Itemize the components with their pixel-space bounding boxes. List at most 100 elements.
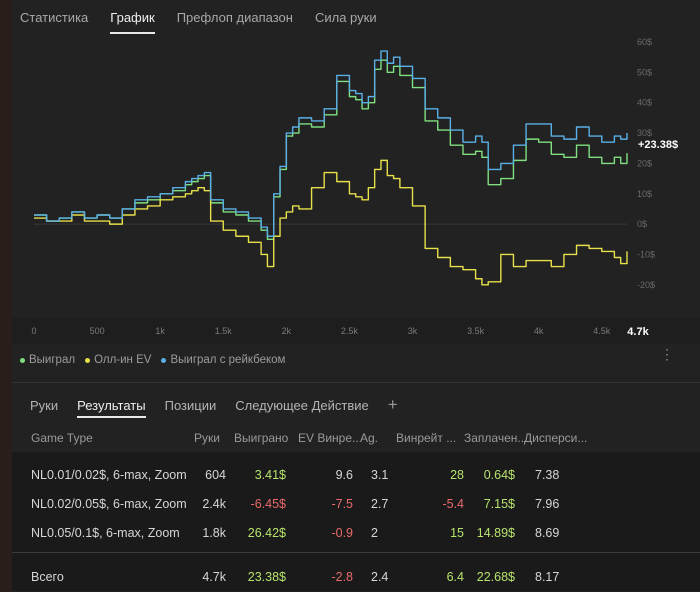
legend-label: Выиграл с рейкбеком <box>170 354 286 366</box>
x-tick-label: 4k <box>534 326 544 336</box>
chart-grid <box>12 223 700 344</box>
profit-graph[interactable]: 60$ 50$ 40$ 30$ 20$ 10$ 0$ -10$ -20$ 0 500 1k 1.5k 2… <box>12 38 700 344</box>
x-tick-label: 3k <box>408 326 418 336</box>
legend-label: Олл-ин EV <box>94 354 152 366</box>
column-header-variance[interactable]: Дисперси... <box>524 431 588 445</box>
section-divider <box>12 382 700 383</box>
y-tick-label: 30$ <box>637 128 652 138</box>
column-header-aggression[interactable]: Ag. <box>360 431 379 445</box>
column-header-rake-paid[interactable]: Заплачен... <box>464 431 528 445</box>
table-header: Game Type Руки Выиграно EV Винре... Ag. … <box>12 424 700 452</box>
cell-rake-paid: 7.15$ <box>483 496 515 511</box>
tab-hand-strength[interactable]: Сила руки <box>314 10 377 25</box>
cell-aggression: 2.7 <box>371 496 389 511</box>
legend-dot-icon <box>161 357 167 363</box>
x-axis: 0 500 1k 1.5k 2k 2.5k 3k 3.5k 4k 4.5k 4.7k <box>31 326 649 338</box>
cell-variance: 7.38 <box>535 467 560 482</box>
cell-total-label: Всего <box>31 569 64 584</box>
cell-game-type: NL0.01/0.02$, 6-max, Zoom <box>31 467 187 482</box>
cell-variance: 7.96 <box>535 496 560 511</box>
cell-winrate: 15 <box>450 525 464 540</box>
x-tick-label: 0 <box>31 326 36 336</box>
y-tick-label: -20$ <box>637 280 655 290</box>
cell-variance: 8.17 <box>535 569 560 584</box>
cell-variance: 8.69 <box>535 525 560 540</box>
cell-ev-winrate: -2.8 <box>331 569 353 584</box>
y-tick-label: -10$ <box>637 249 655 259</box>
column-header-game-type[interactable]: Game Type <box>31 431 93 445</box>
column-header-hands[interactable]: Руки <box>194 431 220 445</box>
table-total-row[interactable]: Всего 4.7k 23.38$ -2.8 2.4 6.4 22.68$ 8.… <box>12 562 700 591</box>
cell-ev-winrate: 9.6 <box>335 467 353 482</box>
series-line-won-rakeback <box>34 50 628 237</box>
y-tick-label: 50$ <box>637 67 652 77</box>
cell-rake-paid: 22.68$ <box>476 569 515 584</box>
x-axis-band <box>12 318 700 344</box>
legend-dot-icon <box>20 357 25 363</box>
y-tick-label: 0$ <box>637 219 647 229</box>
x-tick-label: 1k <box>155 326 165 336</box>
x-tick-label: 500 <box>90 326 105 336</box>
tab-next-action[interactable]: Следующее Действие <box>235 398 369 413</box>
tab-positions[interactable]: Позиции <box>164 398 217 413</box>
series-line-allin-ev <box>34 159 628 286</box>
table-row[interactable]: NL0.05/0.1$, 6-max, Zoom 1.8k 26.42$ -0.… <box>12 518 700 547</box>
cell-hands: 1.8k <box>202 525 226 540</box>
x-tick-label: 2.5k <box>341 326 359 336</box>
cell-won: -6.45$ <box>250 496 286 511</box>
legend-item-allin-ev[interactable]: Олл-ин EV <box>85 354 151 366</box>
x-end-label: 4.7k <box>627 326 649 338</box>
cell-rake-paid: 0.64$ <box>483 467 515 482</box>
y-tick-label: 10$ <box>637 189 652 199</box>
cell-ev-winrate: -7.5 <box>331 496 353 511</box>
cell-game-type: NL0.02/0.05$, 6-max, Zoom <box>31 496 187 511</box>
legend-item-won-rakeback[interactable]: Выиграл с рейкбеком <box>161 354 285 366</box>
cell-hands: 4.7k <box>202 569 226 584</box>
results-table: Game Type Руки Выиграно EV Винре... Ag. … <box>12 424 700 591</box>
table-row[interactable]: NL0.02/0.05$, 6-max, Zoom 2.4k -6.45$ -7… <box>12 489 700 518</box>
left-edge-strip <box>0 0 12 592</box>
x-tick-label: 2k <box>282 326 292 336</box>
y-tick-label: 20$ <box>637 158 652 168</box>
tab-results[interactable]: Результаты <box>77 398 146 418</box>
cell-winrate: 28 <box>450 467 464 482</box>
end-value-label: +23.38$ <box>638 139 678 151</box>
y-tick-label: 40$ <box>637 98 652 108</box>
cell-winrate: -5.4 <box>442 496 464 511</box>
x-tick-label: 1.5k <box>215 326 233 336</box>
cell-game-type: NL0.05/0.1$, 6-max, Zoom <box>31 525 180 540</box>
bottom-tab-bar: Руки Результаты Позиции Следующее Действ… <box>30 395 417 418</box>
tab-preflop-range[interactable]: Префлоп диапазон <box>176 10 293 25</box>
x-tick-label: 4.5k <box>593 326 611 336</box>
table-body: NL0.01/0.02$, 6-max, Zoom 604 3.41$ 9.6 … <box>12 452 700 591</box>
chart-legend: Выиграл Олл-ин EV Выиграл с рейкбеком <box>20 354 295 366</box>
cell-hands: 2.4k <box>202 496 226 511</box>
cell-won: 23.38$ <box>247 569 286 584</box>
chart-series <box>34 50 628 286</box>
table-row[interactable]: NL0.01/0.02$, 6-max, Zoom 604 3.41$ 9.6 … <box>12 460 700 489</box>
legend-label: Выиграл <box>29 354 76 366</box>
tab-graph[interactable]: График <box>110 10 155 34</box>
cell-rake-paid: 14.89$ <box>476 525 515 540</box>
cell-winrate: 6.4 <box>446 569 464 584</box>
top-tab-bar: Статистика График Префлоп диапазон Сила … <box>20 10 399 34</box>
cell-aggression: 3.1 <box>371 467 389 482</box>
y-tick-label: 60$ <box>637 38 652 47</box>
more-options-icon[interactable]: ⋮ <box>660 346 674 362</box>
chart-labels: +23.38$ <box>638 139 678 151</box>
column-header-winrate[interactable]: Винрейт ... <box>396 431 457 445</box>
tab-statistics[interactable]: Статистика <box>20 10 89 25</box>
cell-hands: 604 <box>205 467 226 482</box>
cell-won: 3.41$ <box>254 467 286 482</box>
legend-item-won[interactable]: Выиграл <box>20 354 75 366</box>
add-tab-icon[interactable]: + <box>387 395 398 414</box>
cell-aggression: 2.4 <box>371 569 389 584</box>
y-axis: 60$ 50$ 40$ 30$ 20$ 10$ 0$ -10$ -20$ <box>637 38 655 290</box>
legend-dot-icon <box>85 357 91 363</box>
column-header-ev-winrate[interactable]: EV Винре... <box>298 431 360 445</box>
cell-ev-winrate: -0.9 <box>331 525 353 540</box>
cell-won: 26.42$ <box>247 525 286 540</box>
column-header-won[interactable]: Выиграно <box>234 431 289 445</box>
tab-hands[interactable]: Руки <box>30 398 59 413</box>
total-divider <box>12 552 700 553</box>
